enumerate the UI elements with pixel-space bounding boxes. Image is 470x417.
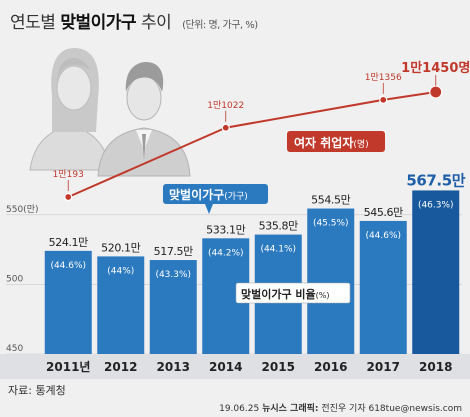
bar-series: 524.1만 (44.6%) 520.1만 (44%) 517.5만 (43.3%) 533… — [44, 171, 466, 354]
line-point-label: 1만193 — [53, 169, 84, 180]
x-axis-band — [0, 354, 470, 379]
title-prefix: 연도별 — [10, 13, 56, 33]
ratio-label: (44.6%) — [365, 231, 401, 241]
y-tick-label: 500 — [6, 274, 23, 284]
credit-footer: 19.06.25 뉴시스 그래픽: 전진우 기자 618tue@newsis.c… — [219, 401, 462, 414]
x-tick-label: 2017 — [367, 360, 400, 374]
unit-note: (단위: 명, 가구, %) — [182, 20, 258, 31]
ratio-label: (46.3%) — [418, 200, 454, 210]
ratio-label: (44.2%) — [208, 248, 244, 258]
bar-value-label: 545.6만 — [364, 206, 403, 219]
woman-figure-icon — [29, 48, 111, 171]
ratio-label: (44.1%) — [260, 245, 296, 255]
line-point — [379, 95, 388, 104]
bar-value-label: 567.5만 — [406, 171, 465, 189]
bar — [44, 250, 92, 354]
x-tick-label: 2014 — [209, 360, 242, 374]
legends: 여자 취업자(명) 맞벌이가구(가구) 맞벌이가구 비율(%) — [163, 131, 385, 304]
x-tick-label: 2011년 — [46, 360, 90, 374]
y-tick-label: 450 — [6, 344, 23, 354]
ratio-label: (43.3%) — [155, 270, 191, 280]
footer-date: 19.06.25 — [219, 404, 260, 414]
source-note: 자료: 통계청 — [8, 384, 66, 397]
couple-illustration — [29, 48, 191, 177]
bar-legend-pointer — [205, 204, 213, 214]
line-point — [429, 85, 443, 99]
footer-author: 전진우 기자 618tue@newsis.com — [321, 404, 462, 414]
ratio-label: (45.5%) — [313, 219, 349, 229]
ratio-legend-label: 맞벌이가구 비율(%) — [241, 287, 330, 301]
footer-agency: 뉴시스 그래픽: — [262, 404, 319, 414]
bar-value-label: 533.1만 — [206, 223, 245, 236]
ratio-legend-tag — [235, 282, 351, 304]
line-point-label: 1만1022 — [207, 100, 244, 111]
man-figure-icon — [97, 62, 191, 177]
bar-value-label: 524.1만 — [49, 236, 88, 249]
x-axis: 2011년 2012 2013 2014 2015 2016 2017 2018 — [0, 354, 470, 379]
bar — [149, 260, 197, 354]
y-tick-label: 550(만) — [6, 204, 38, 215]
x-tick-label: 2016 — [314, 360, 347, 374]
x-tick-label: 2012 — [104, 360, 137, 374]
x-tick-label: 2018 — [419, 360, 452, 374]
bar — [359, 220, 407, 354]
line-path — [67, 91, 436, 198]
bar — [307, 208, 355, 354]
x-tick-label: 2015 — [262, 360, 295, 374]
ratio-label: (44%) — [107, 266, 134, 276]
line-legend-label: 여자 취업자(명) — [294, 135, 369, 150]
bar — [97, 256, 145, 354]
x-tick-label: 2013 — [157, 360, 190, 374]
bar-value-label: 554.5만 — [311, 194, 350, 207]
bar-value-label: 535.8만 — [259, 220, 298, 233]
line-legend-tag — [287, 131, 385, 152]
bar — [412, 190, 460, 354]
chart-title: 연도별 맞벌이가구 추이 (단위: 명, 가구, %) — [10, 8, 258, 33]
title-suffix: 추이 — [140, 13, 172, 33]
line-point-label: 1만1450명 — [401, 60, 470, 76]
ratio-label: (44.6%) — [50, 261, 86, 271]
line-point — [64, 192, 73, 202]
bar-legend-tag — [163, 184, 268, 204]
line-point-label: 1만1356 — [365, 72, 402, 83]
bar-value-label: 520.1만 — [101, 241, 140, 254]
title-highlight: 맞벌이가구 — [60, 13, 137, 33]
line-point — [221, 123, 230, 132]
bar-value-label: 517.5만 — [154, 245, 193, 258]
bar-legend-label: 맞벌이가구(가구) — [169, 187, 248, 202]
